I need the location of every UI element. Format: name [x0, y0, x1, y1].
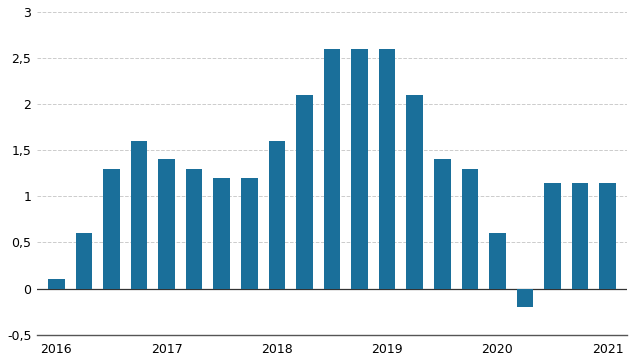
Bar	[324, 49, 340, 289]
Bar	[296, 95, 313, 289]
Bar	[434, 159, 451, 289]
Bar	[517, 289, 533, 307]
Bar	[103, 169, 120, 289]
Bar	[158, 159, 175, 289]
Bar	[600, 183, 616, 289]
Bar	[186, 169, 202, 289]
Bar	[269, 141, 285, 289]
Bar	[48, 280, 65, 289]
Bar	[131, 141, 147, 289]
Bar	[545, 183, 561, 289]
Bar	[489, 233, 506, 289]
Bar	[462, 169, 478, 289]
Bar	[214, 178, 230, 289]
Bar	[406, 95, 423, 289]
Bar	[241, 178, 257, 289]
Bar	[379, 49, 396, 289]
Bar	[351, 49, 368, 289]
Bar	[75, 233, 92, 289]
Bar	[572, 183, 588, 289]
